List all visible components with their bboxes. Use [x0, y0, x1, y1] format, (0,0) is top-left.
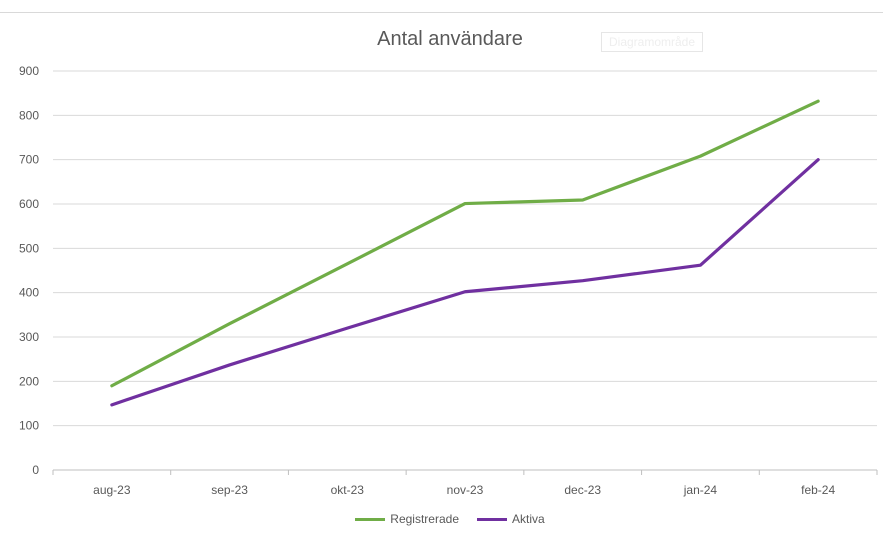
gridlines: [53, 70, 877, 471]
y-tick-label-700: 700: [19, 153, 39, 167]
y-tick-label-100: 100: [19, 419, 39, 433]
x-tick-label-sep-23: sep-23: [211, 483, 248, 497]
chart-area[interactable]: [0, 12, 883, 539]
y-tick-label-0: 0: [32, 463, 39, 477]
series-line-aktiva[interactable]: [110, 158, 820, 407]
y-tick-label-200: 200: [19, 374, 39, 388]
x-tick-label-jan-24: jan-24: [683, 483, 718, 497]
y-tick-label-400: 400: [19, 286, 39, 300]
legend-swatch-aktiva: [477, 517, 507, 521]
legend-swatch-registrerade: [355, 517, 386, 521]
series-line-registrerade[interactable]: [110, 99, 820, 388]
x-axis: aug-23 sep-23 okt-23 nov-23 dec-23 jan-24 feb-…: [52, 470, 878, 497]
x-tick-label-dec-23: dec-23: [564, 483, 601, 497]
series-lines: [110, 99, 820, 407]
x-tick-label-feb-24: feb-24: [801, 483, 835, 497]
y-tick-label-600: 600: [19, 197, 39, 211]
legend-label-aktiva: Aktiva: [512, 512, 545, 526]
y-axis: 0 100 200 300 400 500 600 700 800 900: [19, 64, 39, 477]
chart-area-tooltip: Diagramområde: [601, 32, 704, 52]
y-tick-label-500: 500: [19, 241, 39, 255]
legend-item-aktiva[interactable]: Aktiva: [477, 512, 545, 526]
legend-item-registrerade[interactable]: Registrerade: [355, 512, 459, 526]
x-tick-label-aug-23: aug-23: [93, 483, 131, 497]
legend: Registrerade Aktiva: [0, 512, 883, 526]
y-tick-label-900: 900: [19, 64, 39, 78]
legend-label-registrerade: Registrerade: [390, 512, 459, 526]
chart-title: Antal användare: [377, 28, 523, 50]
x-tick-label-nov-23: nov-23: [447, 483, 484, 497]
x-tick-label-okt-23: okt-23: [331, 483, 365, 497]
y-tick-label-800: 800: [19, 108, 39, 122]
y-tick-label-300: 300: [19, 330, 39, 344]
